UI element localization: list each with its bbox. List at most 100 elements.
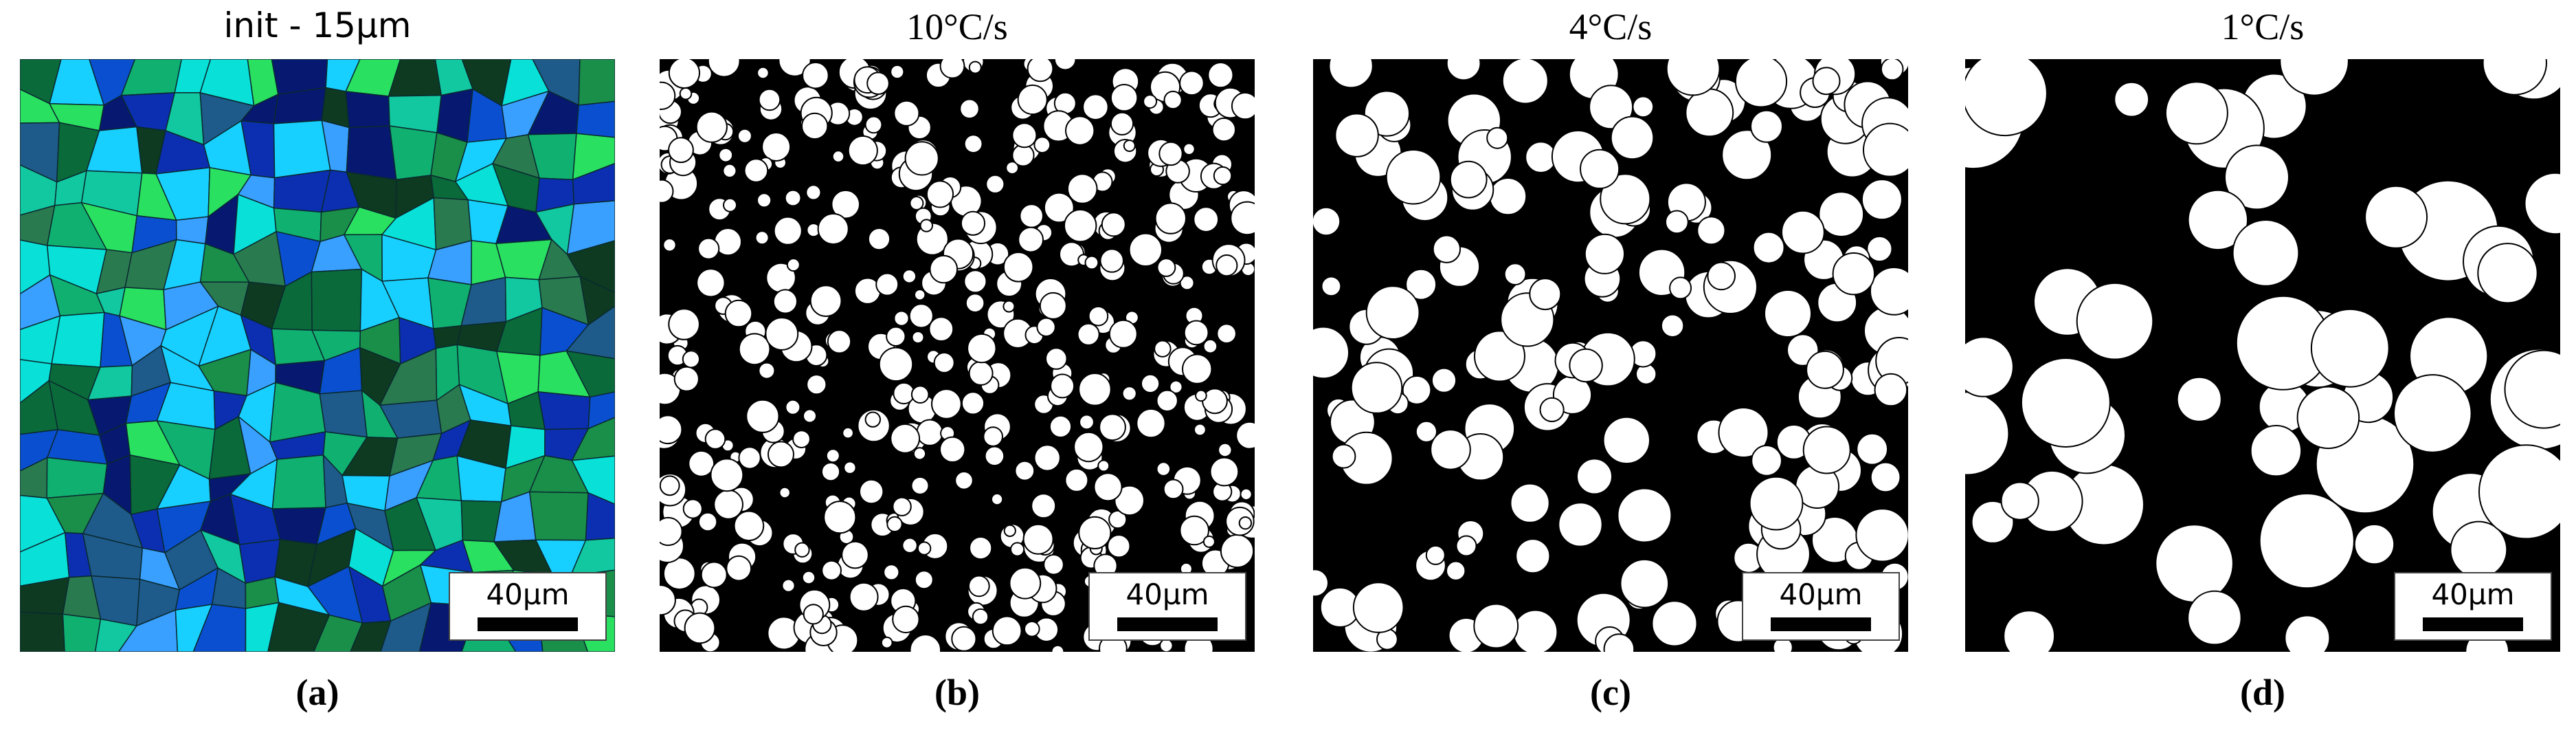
particle <box>2114 81 2150 118</box>
particle <box>2482 59 2547 96</box>
particle <box>847 135 878 166</box>
particle <box>843 461 857 474</box>
particle <box>1861 179 1903 221</box>
particle <box>928 316 954 342</box>
particle <box>1019 204 1044 228</box>
particle <box>912 447 927 461</box>
particle <box>2020 358 2111 448</box>
particle <box>1154 202 1187 234</box>
particle <box>1093 472 1123 502</box>
particle <box>697 512 718 532</box>
particle <box>926 180 954 208</box>
particle <box>1078 373 1112 406</box>
particle <box>784 189 802 207</box>
particle <box>1965 59 2048 137</box>
particle <box>2284 615 2331 652</box>
particle <box>792 430 811 448</box>
particle <box>1558 502 1603 547</box>
particle <box>1003 252 1034 283</box>
particle <box>660 415 683 445</box>
particle <box>893 310 910 327</box>
particle <box>1064 468 1089 492</box>
particle <box>1128 232 1163 267</box>
grain <box>117 609 179 652</box>
particle <box>1313 206 1341 237</box>
particle <box>1334 113 1379 157</box>
particle <box>821 560 842 581</box>
panel: init - 15µm 40µm (a) <box>20 0 615 735</box>
particle <box>1764 289 1812 338</box>
particle <box>2310 308 2390 388</box>
particle <box>773 216 803 245</box>
grain <box>380 602 432 652</box>
particle <box>886 516 903 533</box>
particle <box>1620 558 1670 608</box>
particle <box>1066 173 1098 204</box>
particle <box>1660 314 1685 338</box>
particle <box>991 493 1004 506</box>
particle <box>1515 538 1551 574</box>
particle <box>969 536 993 560</box>
particle <box>842 426 854 439</box>
particle <box>2000 481 2039 520</box>
particle <box>1014 460 1035 481</box>
particle <box>1154 340 1172 358</box>
particle <box>1602 416 1650 465</box>
particle <box>820 462 841 482</box>
grain <box>537 391 591 430</box>
particle <box>1669 276 1692 300</box>
grain <box>565 350 615 398</box>
particle <box>1501 59 1549 105</box>
particle <box>684 612 716 644</box>
particle <box>914 570 934 590</box>
particle <box>1802 426 1851 474</box>
particle <box>972 608 989 626</box>
particle <box>2478 444 2560 540</box>
particle <box>901 537 918 553</box>
particle <box>1752 231 1785 264</box>
particle <box>772 289 798 314</box>
particle <box>951 626 977 652</box>
particle <box>2524 172 2560 235</box>
particle <box>1238 516 1253 530</box>
particle <box>959 98 980 120</box>
particle <box>968 61 982 74</box>
grain <box>346 125 397 181</box>
particle <box>1141 373 1161 393</box>
grain <box>571 455 615 505</box>
particle <box>2232 219 2300 287</box>
particle <box>1005 161 1019 175</box>
particle <box>1750 109 1783 143</box>
particle <box>985 174 1005 194</box>
particle <box>802 61 829 89</box>
particle <box>886 326 906 347</box>
particle <box>806 374 827 395</box>
grain <box>20 611 65 652</box>
particle <box>892 605 920 634</box>
particle <box>2296 386 2360 450</box>
particle <box>939 59 965 79</box>
particle <box>2504 349 2560 429</box>
grain <box>578 59 615 106</box>
particle <box>939 436 966 463</box>
particle <box>914 289 926 301</box>
grain <box>311 268 363 332</box>
particle <box>1855 508 1908 562</box>
particle <box>919 219 933 232</box>
particle <box>1455 535 1477 557</box>
particle <box>1099 248 1124 273</box>
particle <box>1863 122 1908 177</box>
particle <box>1088 305 1109 327</box>
particle <box>794 542 810 558</box>
particle <box>2353 523 2395 565</box>
particle <box>1097 459 1110 472</box>
particle <box>1064 209 1097 243</box>
particle <box>1328 59 1374 89</box>
particle <box>1405 268 1437 300</box>
particle <box>1073 431 1104 463</box>
particle <box>1685 88 1734 138</box>
particle <box>738 446 761 470</box>
particle <box>673 366 699 392</box>
particle <box>1163 479 1184 500</box>
